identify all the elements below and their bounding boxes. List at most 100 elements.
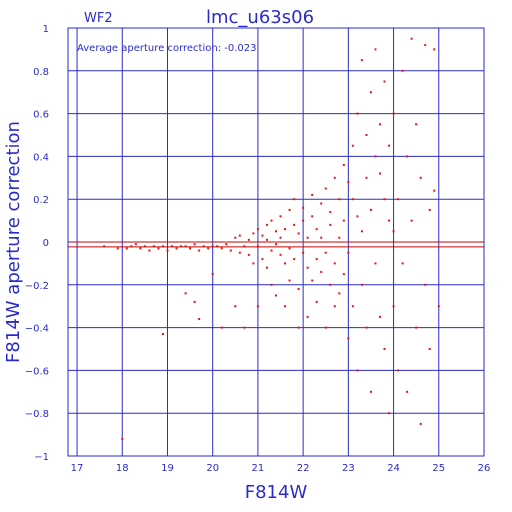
data-point (256, 305, 259, 308)
data-point (383, 80, 386, 83)
data-point (351, 198, 354, 201)
data-point (139, 247, 142, 250)
data-point (261, 234, 264, 237)
data-point (284, 262, 287, 265)
data-point (311, 215, 314, 218)
data-point (369, 390, 372, 393)
x-tick-label: 18 (116, 463, 129, 474)
data-point (288, 279, 291, 282)
x-tick-label: 19 (161, 463, 174, 474)
y-tick-label: 0 (43, 238, 49, 249)
data-point (256, 245, 259, 248)
data-point (369, 91, 372, 94)
data-point (410, 37, 413, 40)
data-point (365, 134, 368, 136)
data-point (315, 258, 318, 261)
data-point (383, 348, 386, 350)
data-point (216, 245, 219, 248)
data-point (288, 247, 291, 250)
data-point (116, 247, 119, 250)
data-point (311, 279, 314, 282)
data-point (252, 232, 255, 235)
data-point (329, 283, 332, 286)
data-point (397, 369, 400, 372)
data-point (284, 228, 287, 231)
data-point (275, 294, 277, 297)
data-point (347, 251, 350, 254)
data-point (211, 273, 214, 276)
data-point (315, 300, 318, 303)
data-point (148, 249, 151, 252)
x-tick-label: 25 (432, 463, 445, 474)
data-point (333, 176, 336, 179)
data-point (229, 249, 232, 252)
x-tick-label: 22 (297, 463, 310, 474)
data-point (293, 223, 296, 226)
data-point (374, 262, 377, 265)
data-point (157, 247, 160, 250)
data-point (247, 238, 250, 241)
data-point (424, 44, 427, 47)
data-point (342, 219, 345, 222)
data-point (121, 437, 124, 440)
data-point (302, 219, 305, 222)
data-point (238, 234, 241, 237)
data-point (152, 245, 155, 248)
data-point (293, 258, 296, 261)
data-point (342, 273, 345, 276)
panel-label: WF2 (84, 11, 113, 26)
data-point (397, 198, 400, 201)
data-point (379, 315, 381, 318)
data-point (320, 236, 323, 239)
data-point (184, 292, 187, 295)
data-point (365, 176, 368, 179)
data-point (324, 187, 327, 190)
data-point (302, 251, 305, 254)
data-point (311, 193, 314, 196)
chart-title: lmc_u63s06 (206, 7, 314, 28)
reference-lines (68, 241, 484, 248)
data-point (360, 283, 363, 286)
data-point (320, 202, 323, 205)
data-point (360, 59, 363, 62)
data-point (297, 232, 300, 235)
y-tick-label: 0.4 (33, 152, 49, 163)
data-point (288, 208, 291, 211)
y-tick-label: −1 (34, 452, 49, 463)
x-tick-labels: 17 18 19 20 21 22 23 24 25 26 (71, 463, 491, 474)
data-point (275, 243, 277, 246)
data-point (270, 249, 273, 252)
data-point (410, 219, 413, 222)
data-point (175, 247, 178, 250)
data-point (347, 337, 350, 340)
data-point (333, 262, 336, 265)
data-point (279, 253, 282, 256)
data-point (437, 305, 440, 308)
data-point (275, 230, 277, 233)
data-point (401, 69, 404, 72)
y-tick-label: 0.2 (33, 195, 49, 206)
data-point (265, 266, 268, 269)
data-point (356, 369, 359, 372)
annotation-text: Average aperture correction: -0.023 (77, 43, 257, 54)
data-point (243, 245, 246, 248)
data-point (143, 245, 146, 248)
data-point (279, 215, 282, 218)
data-point (338, 198, 341, 201)
data-point (270, 283, 273, 286)
data-point (356, 112, 359, 115)
data-point (428, 208, 431, 211)
data-point (419, 176, 422, 179)
y-tick-label: −0.8 (25, 409, 49, 420)
data-point (238, 251, 241, 254)
data-point (198, 318, 201, 321)
y-axis-title: F814W aperture correction (3, 121, 24, 363)
data-point (279, 236, 282, 239)
data-point (193, 243, 196, 246)
plot-frame (67, 27, 485, 457)
data-point (365, 326, 368, 329)
y-tick-label: −0.6 (25, 366, 49, 377)
data-point (374, 48, 377, 51)
data-point (351, 305, 354, 308)
y-tick-label: −0.2 (25, 281, 49, 292)
